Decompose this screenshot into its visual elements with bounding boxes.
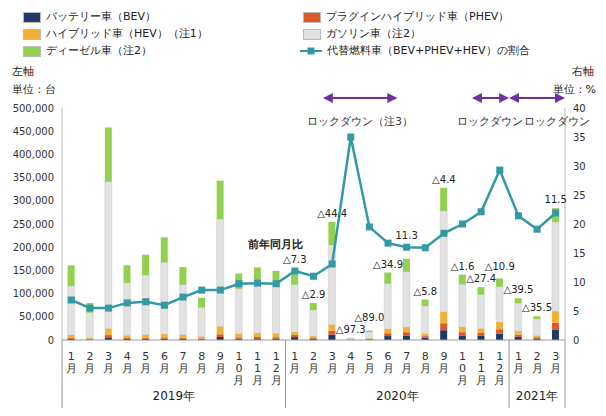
- svg-text:10: 10: [573, 277, 586, 288]
- svg-text:3月: 3月: [103, 350, 114, 375]
- svg-text:7月: 7月: [178, 350, 189, 375]
- svg-text:4月: 4月: [122, 350, 133, 375]
- svg-text:20: 20: [573, 219, 586, 230]
- svg-text:△44.4: △44.4: [317, 208, 347, 219]
- svg-text:10月: 10月: [457, 350, 468, 387]
- html-text:プラグインハイブリッド車（PHEV）: プラグインハイブリッド車（PHEV）: [326, 10, 510, 23]
- svg-text:350,000: 350,000: [13, 172, 54, 183]
- svg-text:40: 40: [573, 103, 586, 114]
- svg-text:△97.3: △97.3: [336, 324, 366, 335]
- svg-text:△2.9: △2.9: [302, 289, 326, 300]
- svg-text:△10.9: △10.9: [485, 261, 515, 272]
- svg-text:1月: 1月: [66, 350, 77, 375]
- svg-text:2月: 2月: [84, 350, 95, 375]
- svg-text:150,000: 150,000: [13, 265, 54, 276]
- svg-text:2月: 2月: [532, 350, 543, 375]
- svg-text:7月: 7月: [401, 350, 412, 375]
- svg-text:ロックダウン（注3）: ロックダウン（注3）: [307, 115, 413, 127]
- svg-text:△1.6: △1.6: [451, 261, 475, 272]
- svg-text:11.5: 11.5: [545, 194, 567, 205]
- svg-text:9月: 9月: [438, 350, 449, 375]
- svg-text:1月: 1月: [513, 350, 524, 375]
- svg-text:ロックダウン: ロックダウン: [457, 115, 523, 127]
- html-text:右軸: 右軸: [572, 65, 594, 78]
- svg-text:△34.9: △34.9: [373, 259, 403, 270]
- svg-text:3月: 3月: [327, 350, 338, 375]
- svg-text:300,000: 300,000: [13, 195, 54, 206]
- html-text:左軸: 左軸: [12, 65, 34, 78]
- svg-text:4月: 4月: [345, 350, 356, 375]
- svg-text:11月: 11月: [252, 350, 263, 387]
- svg-text:8月: 8月: [420, 350, 431, 375]
- html-text:ハイブリッド車（HEV）（注1）: ハイブリッド車（HEV）（注1）: [46, 27, 208, 40]
- svg-text:0: 0: [573, 335, 579, 346]
- html-text:バッテリー車（BEV）: バッテリー車（BEV）: [46, 10, 156, 23]
- svg-text:50,000: 50,000: [19, 311, 54, 322]
- svg-text:6月: 6月: [383, 350, 394, 375]
- svg-text:2月: 2月: [308, 350, 319, 375]
- svg-text:6月: 6月: [159, 350, 170, 375]
- svg-text:△5.8: △5.8: [413, 286, 437, 297]
- svg-text:5月: 5月: [364, 350, 375, 375]
- html-text:単位：台: 単位：台: [12, 83, 56, 96]
- svg-text:100,000: 100,000: [13, 288, 54, 299]
- svg-text:35: 35: [573, 132, 586, 143]
- svg-text:2019年: 2019年: [153, 389, 196, 403]
- svg-text:30: 30: [573, 161, 586, 172]
- svg-text:△4.4: △4.4: [432, 174, 456, 185]
- svg-text:0: 0: [48, 335, 54, 346]
- svg-text:8月: 8月: [196, 350, 207, 375]
- svg-text:前年同月比: 前年同月比: [247, 238, 303, 251]
- svg-text:△39.5: △39.5: [503, 284, 533, 295]
- svg-text:200,000: 200,000: [13, 242, 54, 253]
- svg-text:△35.5: △35.5: [522, 302, 552, 313]
- svg-text:10月: 10月: [233, 350, 244, 387]
- svg-text:250,000: 250,000: [13, 219, 54, 230]
- svg-text:ロックダウン: ロックダウン: [524, 115, 590, 127]
- html-text:代替燃料車（BEV+PHEV+HEV）の割合: 代替燃料車（BEV+PHEV+HEV）の割合: [327, 44, 530, 57]
- svg-text:5: 5: [573, 306, 579, 317]
- svg-text:9月: 9月: [215, 350, 226, 375]
- html-text:ディーゼル車（注2）: ディーゼル車（注2）: [46, 44, 152, 57]
- svg-text:△27.4: △27.4: [466, 273, 496, 284]
- svg-text:△7.3: △7.3: [283, 254, 307, 265]
- svg-text:400,000: 400,000: [13, 149, 54, 160]
- svg-text:1月: 1月: [289, 350, 300, 375]
- svg-text:25: 25: [573, 190, 586, 201]
- html-text:ガソリン車（注2）: ガソリン車（注2）: [326, 27, 421, 40]
- svg-text:△89.0: △89.0: [354, 312, 384, 323]
- svg-text:12月: 12月: [494, 350, 505, 387]
- svg-text:11.3: 11.3: [396, 230, 418, 241]
- svg-text:450,000: 450,000: [13, 126, 54, 137]
- svg-text:2021年: 2021年: [516, 389, 559, 403]
- svg-text:11月: 11月: [476, 350, 487, 387]
- svg-text:12月: 12月: [271, 350, 282, 387]
- svg-text:5月: 5月: [140, 350, 151, 375]
- svg-text:15: 15: [573, 248, 586, 259]
- svg-text:3月: 3月: [550, 350, 561, 375]
- svg-text:500,000: 500,000: [13, 103, 54, 114]
- svg-text:2020年: 2020年: [376, 389, 419, 403]
- html-text:単位：%: 単位：%: [552, 83, 596, 96]
